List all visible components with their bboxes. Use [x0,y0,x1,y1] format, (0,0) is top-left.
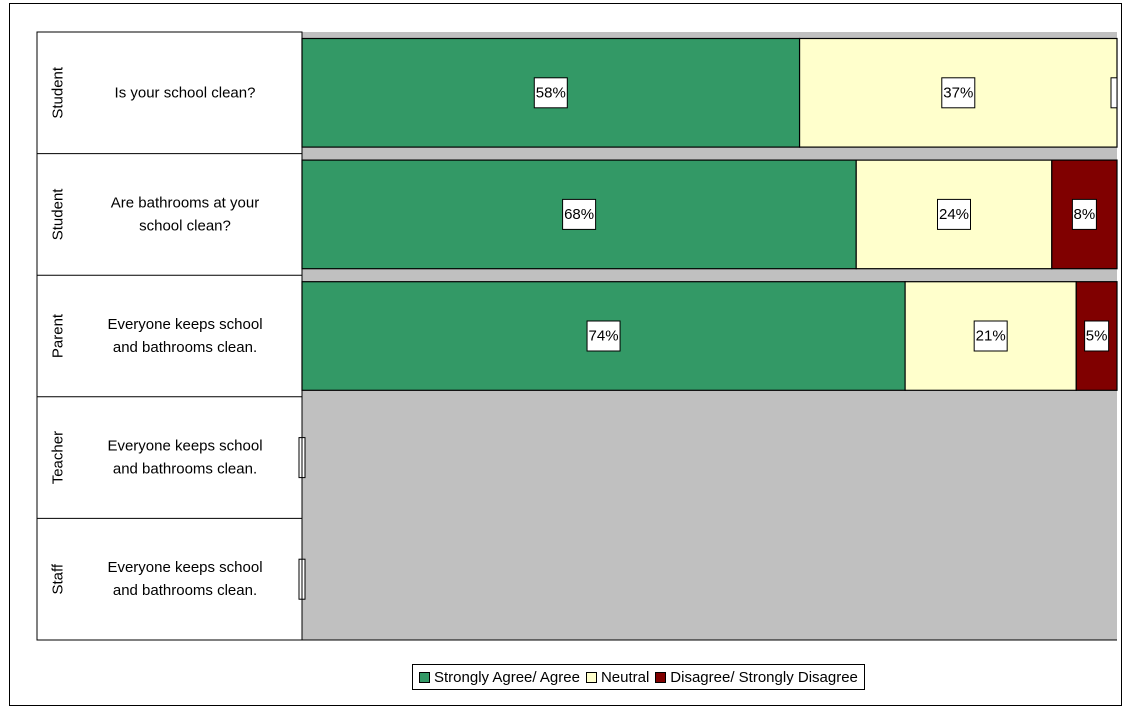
row-question-label: and bathrooms clean. [113,339,257,356]
data-label: 37% [943,84,973,101]
row-group-label: Staff [50,563,67,594]
row-question-label: school clean? [139,217,231,234]
row-question-label: Is your school clean? [115,84,256,101]
row-group-label: Teacher [50,431,67,484]
data-label-box [562,198,597,230]
row-question-label: Everyone keeps school [107,438,262,455]
row-group-label: Student [50,66,67,119]
row-question-label: Are bathrooms at your [111,194,259,211]
data-label-box [586,320,621,352]
legend: Strongly Agree/ Agree Neutral Disagree/ … [412,664,865,690]
data-label-box [1110,77,1118,109]
data-label-box [1084,320,1110,352]
legend-label-disagree: Disagree/ Strongly Disagree [670,668,858,686]
data-label: 5% [1086,328,1108,345]
row-question-label: and bathrooms clean. [113,461,257,478]
row-group-label: Parent [50,313,67,358]
data-label-box [533,77,568,109]
category-table-border [36,31,303,641]
row-group-label: Student [50,188,67,241]
legend-item-agree: Strongly Agree/ Agree [419,669,580,686]
legend-swatch-agree [419,671,430,683]
legend-label-agree: Strongly Agree/ Agree [434,668,580,686]
row-question-label: and bathrooms clean. [113,582,257,599]
data-label: 24% [939,206,969,223]
legend-swatch-disagree [655,671,667,683]
data-label: 21% [976,328,1006,345]
data-label-box [973,320,1008,352]
data-label-box [941,77,976,109]
row-question-label: Everyone keeps school [107,316,262,333]
legend-label-neutral: Neutral [600,668,650,686]
row-question-label: Everyone keeps school [107,559,262,576]
bar-segment [1075,281,1118,391]
data-label: 8% [1074,206,1096,223]
data-label: 68% [564,206,594,223]
legend-item-disagree: Disagree/ Strongly Disagree [655,669,858,686]
data-label: 74% [589,328,619,345]
data-label-box [937,198,971,230]
legend-swatch-neutral [585,671,597,683]
data-label: 58% [536,84,566,101]
legend-item-neutral: Neutral [585,668,650,686]
data-label-box [1071,198,1097,230]
